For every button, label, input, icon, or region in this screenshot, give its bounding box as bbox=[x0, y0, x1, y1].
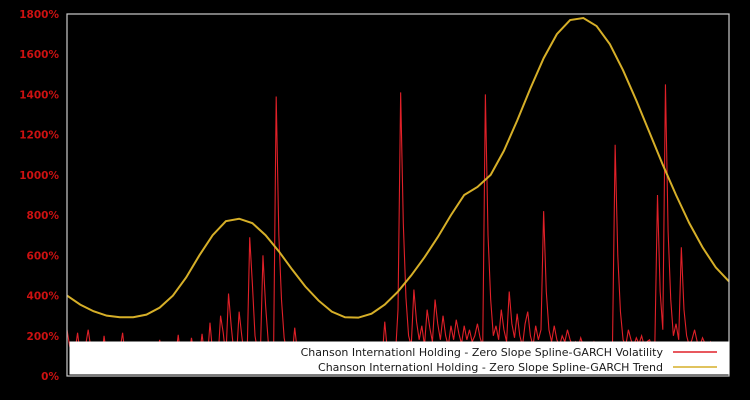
y-axis-tick-label: 600% bbox=[27, 250, 60, 262]
y-axis-tick-label: 1200% bbox=[19, 130, 59, 142]
plot-area-background bbox=[67, 14, 729, 376]
y-axis-tick-label: 1400% bbox=[19, 89, 59, 101]
y-axis-tick-label: 1800% bbox=[19, 9, 59, 21]
y-axis-tick-label: 800% bbox=[27, 210, 60, 222]
y-axis-tick-label: 200% bbox=[27, 331, 60, 343]
trend-series-line bbox=[66, 16, 730, 319]
chart-legend[interactable]: Chanson Internationl Holding - Zero Slop… bbox=[69, 341, 730, 375]
y-axis-tick-label: 400% bbox=[27, 291, 60, 303]
y-axis-tick-label: 1000% bbox=[19, 170, 59, 182]
legend-label-volatility: Chanson Internationl Holding - Zero Slop… bbox=[301, 346, 664, 359]
y-axis-tick-label: 0% bbox=[41, 371, 59, 383]
y-axis-tick-labels: 0% 200% 400% 600% 800% 1000% 1200% 1400% 1600% 18… bbox=[19, 9, 59, 383]
y-axis-tick-label: 1600% bbox=[19, 49, 59, 61]
plot-frame-border bbox=[66, 13, 730, 377]
legend-label-trend: Chanson Internationl Holding - Zero Slop… bbox=[318, 361, 663, 374]
legend-background bbox=[69, 341, 730, 375]
